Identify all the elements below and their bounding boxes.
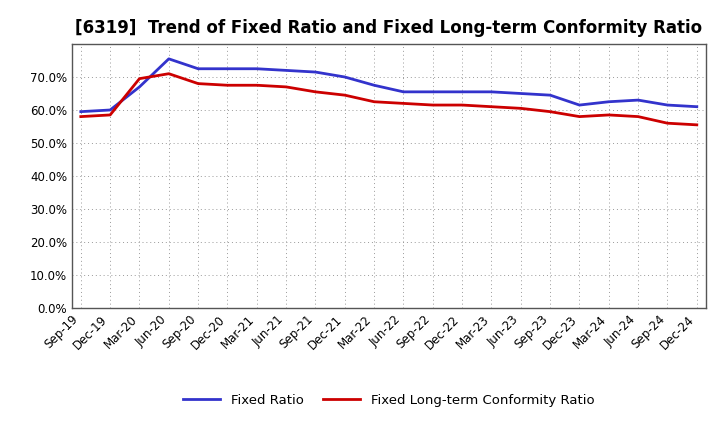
Fixed Long-term Conformity Ratio — [253, 83, 261, 88]
Fixed Long-term Conformity Ratio — [663, 121, 672, 126]
Fixed Long-term Conformity Ratio — [516, 106, 525, 111]
Fixed Ratio — [634, 97, 642, 103]
Fixed Ratio — [546, 92, 554, 98]
Fixed Ratio — [194, 66, 202, 71]
Fixed Long-term Conformity Ratio — [399, 101, 408, 106]
Fixed Ratio — [399, 89, 408, 95]
Line: Fixed Ratio: Fixed Ratio — [81, 59, 697, 112]
Fixed Long-term Conformity Ratio — [76, 114, 85, 119]
Fixed Ratio — [605, 99, 613, 104]
Fixed Long-term Conformity Ratio — [428, 103, 437, 108]
Fixed Long-term Conformity Ratio — [311, 89, 320, 95]
Fixed Ratio — [575, 103, 584, 108]
Fixed Ratio — [370, 83, 379, 88]
Fixed Long-term Conformity Ratio — [341, 92, 349, 98]
Fixed Long-term Conformity Ratio — [605, 112, 613, 117]
Fixed Ratio — [458, 89, 467, 95]
Fixed Ratio — [663, 103, 672, 108]
Legend: Fixed Ratio, Fixed Long-term Conformity Ratio: Fixed Ratio, Fixed Long-term Conformity … — [178, 389, 600, 412]
Fixed Ratio — [76, 109, 85, 114]
Fixed Ratio — [693, 104, 701, 109]
Fixed Ratio — [253, 66, 261, 71]
Fixed Long-term Conformity Ratio — [223, 83, 232, 88]
Fixed Ratio — [282, 68, 290, 73]
Fixed Ratio — [164, 56, 173, 62]
Fixed Long-term Conformity Ratio — [135, 76, 144, 81]
Fixed Long-term Conformity Ratio — [634, 114, 642, 119]
Fixed Long-term Conformity Ratio — [194, 81, 202, 86]
Fixed Long-term Conformity Ratio — [370, 99, 379, 104]
Fixed Ratio — [135, 84, 144, 90]
Fixed Ratio — [428, 89, 437, 95]
Fixed Long-term Conformity Ratio — [575, 114, 584, 119]
Fixed Long-term Conformity Ratio — [487, 104, 496, 109]
Fixed Ratio — [516, 91, 525, 96]
Fixed Long-term Conformity Ratio — [693, 122, 701, 128]
Fixed Long-term Conformity Ratio — [164, 71, 173, 76]
Fixed Long-term Conformity Ratio — [106, 112, 114, 117]
Line: Fixed Long-term Conformity Ratio: Fixed Long-term Conformity Ratio — [81, 73, 697, 125]
Fixed Ratio — [487, 89, 496, 95]
Fixed Ratio — [341, 74, 349, 80]
Fixed Ratio — [311, 70, 320, 75]
Fixed Long-term Conformity Ratio — [546, 109, 554, 114]
Title: [6319]  Trend of Fixed Ratio and Fixed Long-term Conformity Ratio: [6319] Trend of Fixed Ratio and Fixed Lo… — [75, 19, 703, 37]
Fixed Long-term Conformity Ratio — [458, 103, 467, 108]
Fixed Ratio — [106, 107, 114, 113]
Fixed Ratio — [223, 66, 232, 71]
Fixed Long-term Conformity Ratio — [282, 84, 290, 90]
